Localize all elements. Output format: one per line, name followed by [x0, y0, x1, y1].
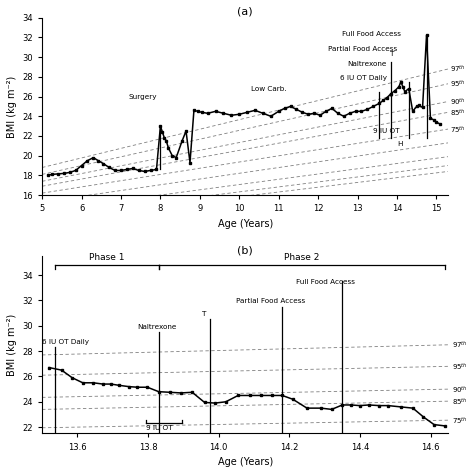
- Text: 6 IU OT Daily: 6 IU OT Daily: [340, 75, 387, 81]
- Text: Naltrexone: Naltrexone: [348, 61, 387, 67]
- Text: Phase 2: Phase 2: [284, 253, 319, 262]
- Text: $90^{th}$: $90^{th}$: [452, 383, 467, 395]
- Text: Partial Food Access: Partial Food Access: [237, 298, 306, 304]
- Text: 9 IU OT: 9 IU OT: [146, 425, 173, 430]
- Text: Naltrexone: Naltrexone: [137, 324, 177, 329]
- Text: $75^{th}$: $75^{th}$: [452, 415, 467, 426]
- Text: Low Carb.: Low Carb.: [251, 86, 287, 91]
- Title: (a): (a): [237, 7, 253, 17]
- Text: Surgery: Surgery: [128, 94, 157, 100]
- Text: $75^{th}$: $75^{th}$: [450, 124, 466, 135]
- Text: T: T: [202, 311, 207, 317]
- Y-axis label: BMI (kg m⁻²): BMI (kg m⁻²): [7, 75, 17, 137]
- Text: $97^{th}$: $97^{th}$: [450, 64, 466, 74]
- Text: Phase 1: Phase 1: [89, 253, 124, 262]
- Text: 9 IU OT: 9 IU OT: [373, 128, 399, 134]
- Text: $85^{th}$: $85^{th}$: [452, 396, 467, 407]
- Text: $85^{th}$: $85^{th}$: [450, 107, 466, 118]
- Text: 6 IU OT Daily: 6 IU OT Daily: [42, 339, 89, 345]
- Text: H: H: [397, 141, 402, 147]
- Text: $95^{th}$: $95^{th}$: [450, 78, 466, 89]
- Text: Full Food Access: Full Food Access: [296, 279, 356, 285]
- Title: (b): (b): [237, 246, 253, 255]
- Text: Partial Food Access: Partial Food Access: [328, 46, 397, 52]
- Text: $95^{th}$: $95^{th}$: [452, 361, 467, 372]
- Y-axis label: BMI (kg m⁻²): BMI (kg m⁻²): [7, 314, 17, 376]
- X-axis label: Age (Years): Age (Years): [218, 457, 273, 467]
- Text: $90^{th}$: $90^{th}$: [450, 96, 466, 107]
- Text: T: T: [390, 51, 394, 57]
- Text: $97^{th}$: $97^{th}$: [452, 339, 467, 350]
- Text: Full Food Access: Full Food Access: [342, 31, 401, 37]
- X-axis label: Age (Years): Age (Years): [218, 219, 273, 228]
